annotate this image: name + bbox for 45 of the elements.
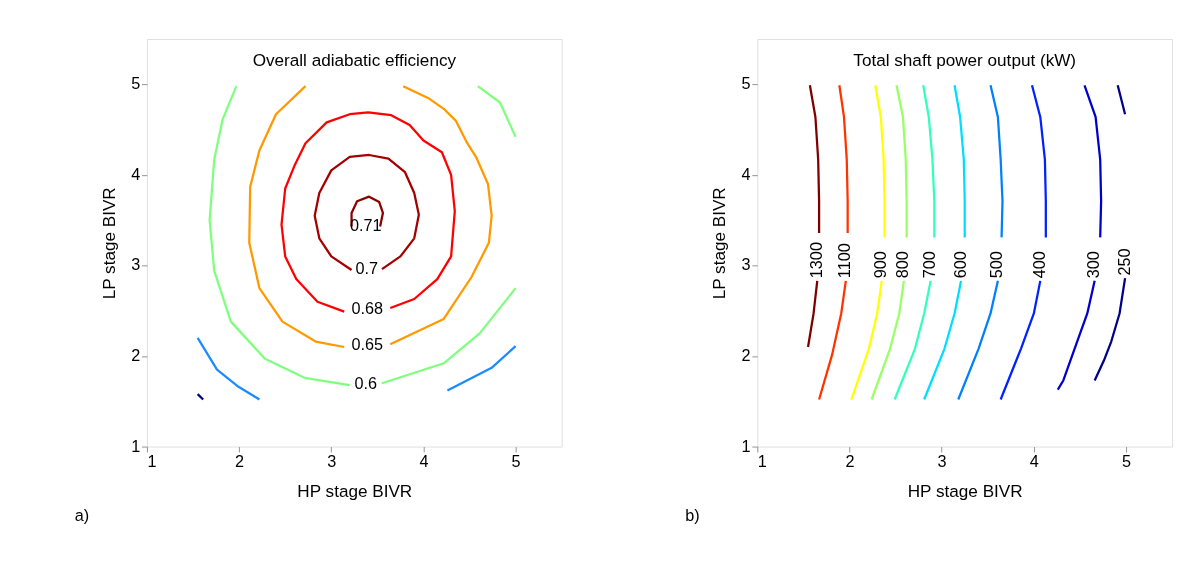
- text: 700: [920, 251, 939, 279]
- text: b): [685, 505, 700, 524]
- text: Total shaft power output (kW): [853, 50, 1077, 71]
- x-axis-title: HP stage BIVR: [907, 480, 1023, 501]
- x-tick-label: 2: [845, 451, 855, 470]
- text: 300: [1084, 251, 1103, 279]
- series-label: 0.7: [355, 259, 379, 278]
- x-tick-label: 5: [1121, 451, 1131, 470]
- y-tick-label: 3: [131, 255, 141, 274]
- x-tick-label: 1: [757, 451, 767, 470]
- y-tick-label: 5: [131, 74, 141, 93]
- y-tick-label: 3: [741, 255, 751, 274]
- line-series: [313, 153, 420, 272]
- y-tick-label: 5: [741, 74, 751, 93]
- text: 900: [871, 251, 890, 279]
- y-tick-label: 1: [131, 436, 141, 455]
- x-tick-label: 5: [511, 451, 521, 470]
- x-tick-label: 4: [1029, 451, 1039, 470]
- y-axis-title: LP stage BIVR: [98, 187, 119, 300]
- x-tick-label: 2: [235, 451, 245, 470]
- text: 400: [1029, 251, 1048, 279]
- y-tick-label: 2: [131, 346, 141, 364]
- y-tick-label: 4: [131, 164, 141, 183]
- y-tick-label: 2: [741, 346, 751, 364]
- text: Overall adiabatic efficiency: [252, 50, 457, 71]
- text: 250: [1114, 248, 1133, 276]
- text: 1100: [835, 243, 854, 279]
- x-tick-label: 4: [419, 451, 429, 470]
- series-label: 0.6: [354, 373, 378, 392]
- y-tick-label: 1: [741, 436, 751, 455]
- text: 1300: [806, 242, 825, 279]
- text: 800: [893, 251, 912, 279]
- text: 500: [987, 251, 1006, 279]
- series-label: 0.68: [351, 299, 384, 318]
- x-axis-title: HP stage BIVR: [297, 480, 413, 501]
- text: 600: [950, 251, 969, 279]
- text: a): [74, 505, 90, 524]
- x-tick-label: 1: [147, 451, 157, 470]
- line-series: [280, 111, 456, 313]
- y-tick-label: 4: [741, 164, 751, 183]
- series-label: 0.65: [351, 335, 384, 354]
- series-label: 0.71: [350, 216, 382, 235]
- y-axis-title: LP stage BIVR: [709, 187, 730, 300]
- x-tick-label: 3: [937, 451, 947, 470]
- x-tick-label: 3: [327, 451, 337, 470]
